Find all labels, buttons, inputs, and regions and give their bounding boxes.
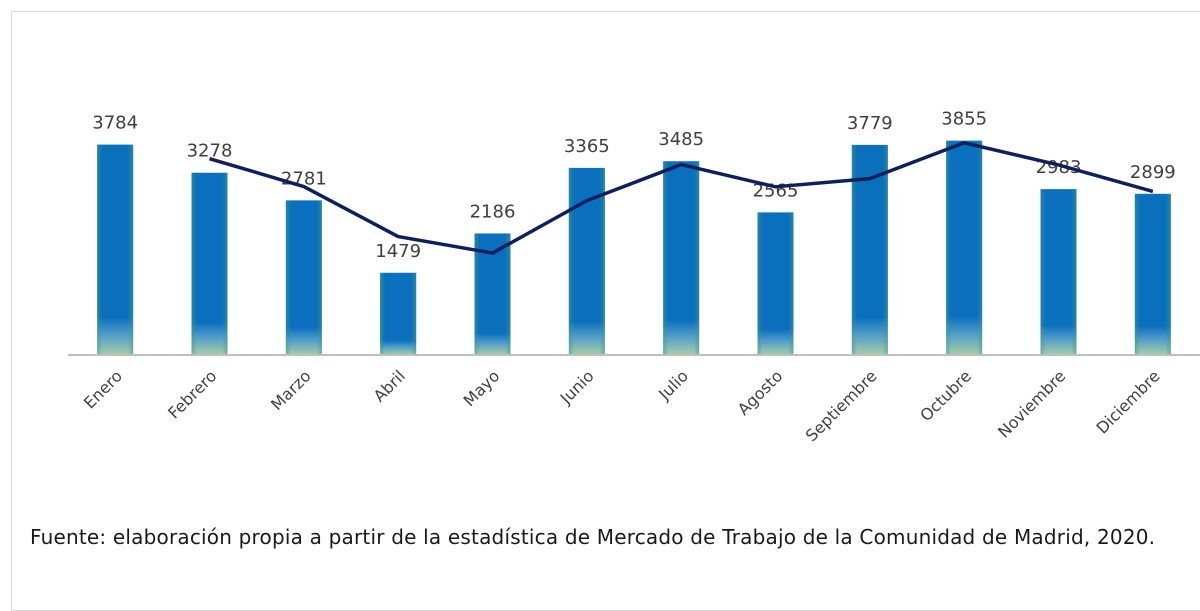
data-label: 3779 [847, 113, 893, 134]
x-tick-label: Octubre [916, 366, 975, 425]
x-tick-label: Mayo [460, 366, 504, 410]
caption: Fuente: elaboración propia a partir de l… [30, 525, 1156, 549]
bar-shade [946, 140, 983, 355]
data-label: 3784 [92, 113, 138, 134]
data-label: 3365 [564, 136, 610, 157]
bar-shade [851, 144, 888, 355]
data-label: 1479 [375, 241, 421, 262]
x-tick-label: Agosto [734, 366, 787, 419]
data-label: 3485 [658, 129, 704, 150]
bar-shade [663, 161, 700, 355]
data-label: 2899 [1130, 162, 1176, 183]
x-tick-label: Enero [80, 366, 126, 412]
x-tick-label: Junio [556, 366, 598, 408]
data-label: 3278 [187, 141, 233, 162]
bar-shade [757, 212, 794, 355]
x-tick-label: Marzo [267, 366, 315, 414]
x-tick-label: Julio [654, 366, 692, 404]
page: {"chart_data": { "type": "bar", "categor… [11, 11, 1200, 611]
x-tick-label: Noviembre [994, 366, 1069, 441]
bar-shade [97, 144, 134, 355]
x-tick-label: Diciembre [1092, 366, 1163, 437]
bar-shade [380, 272, 417, 355]
data-label: 2186 [470, 201, 516, 222]
data-label: 3855 [941, 109, 987, 130]
x-tick-label: Septiembre [802, 366, 881, 445]
bar-shade [191, 172, 228, 355]
bar-shade [1040, 189, 1077, 355]
x-tick-label: Abril [370, 366, 409, 405]
line [209, 141, 1154, 255]
bar-shade [1134, 193, 1171, 355]
bar-shade [285, 200, 322, 355]
x-tick-label: Febrero [164, 366, 220, 422]
